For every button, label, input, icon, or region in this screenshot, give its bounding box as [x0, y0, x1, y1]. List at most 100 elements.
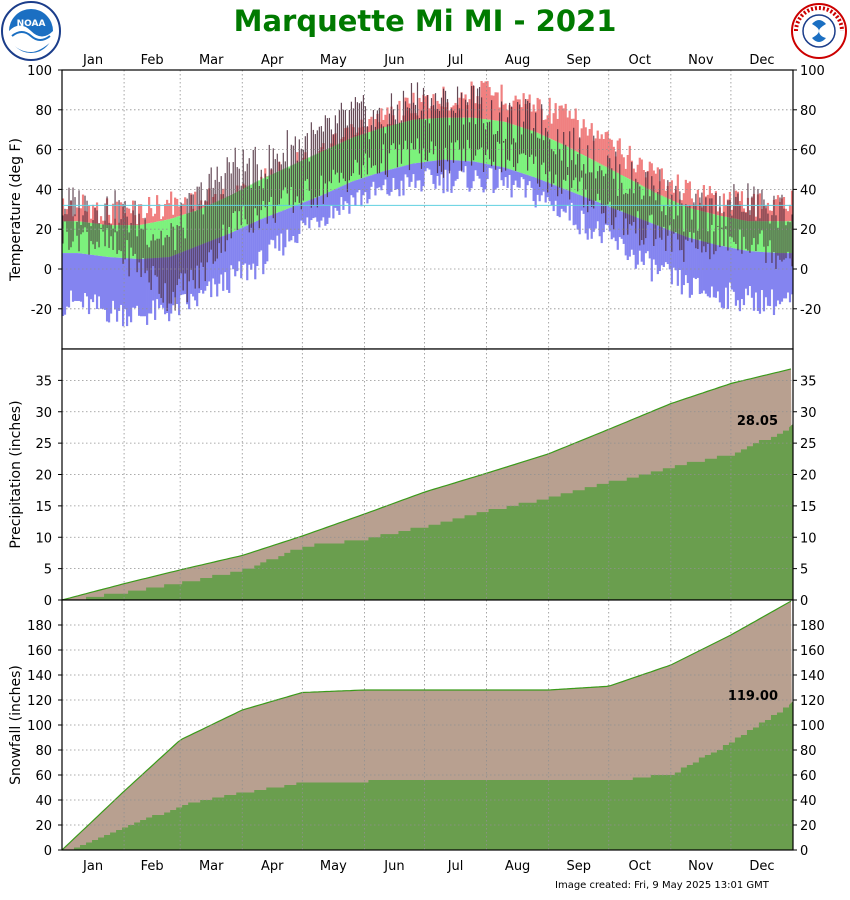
record-high-bar [766, 202, 770, 222]
record-low-bar [136, 258, 139, 306]
record-high-bar [768, 210, 772, 222]
actual-temperature-bar [282, 152, 284, 191]
record-low-bar [526, 175, 529, 186]
record-low-bar [326, 192, 329, 224]
normal-band-bar [760, 221, 764, 252]
actual-temperature-bar [322, 131, 324, 204]
actual-temperature-bar [234, 147, 236, 212]
record-low-bar [99, 256, 103, 309]
record-high-bar [754, 216, 758, 222]
record-high-bar [580, 128, 583, 155]
y-tick-label-right: 100 [800, 64, 825, 79]
y-tick-label-left: 120 [27, 694, 52, 709]
record-low-bar [89, 254, 93, 300]
actual-temperature-bar [531, 133, 533, 155]
record-high-bar [532, 104, 535, 132]
actual-temperature-bar [785, 225, 787, 259]
record-low-bar [310, 199, 313, 221]
month-label: Oct [629, 53, 651, 68]
record-low-bar [424, 161, 427, 172]
actual-temperature-bar [414, 104, 417, 150]
temperature-panel: -20 -20 0 0 20 20 40 40 60 60 80 80 100 100 Temperatur… [8, 53, 825, 350]
record-low-bar [154, 258, 157, 320]
record-high-bar [612, 146, 615, 171]
actual-temperature-bar [78, 190, 80, 252]
record-low-bar [556, 186, 559, 216]
actual-temperature-bar [352, 108, 354, 174]
record-low-bar [396, 167, 399, 190]
normal-band-bar [498, 121, 501, 167]
y-axis-label: Snowfall (inches) [8, 665, 24, 785]
record-low-bar [632, 216, 635, 255]
actual-temperature-bar [603, 176, 605, 214]
record-low-bar [702, 241, 705, 291]
record-low-bar [450, 160, 453, 193]
actual-temperature-bar [657, 191, 659, 226]
record-low-bar [528, 175, 531, 182]
record-low-bar [538, 179, 541, 202]
record-low-bar [324, 193, 327, 226]
actual-temperature-bar [468, 122, 471, 149]
record-low-bar [152, 258, 155, 301]
month-label: May [320, 859, 347, 874]
record-low-bar [338, 187, 341, 215]
actual-temperature-bar [555, 154, 557, 175]
record-high-bar [620, 154, 623, 175]
actual-temperature-bar [320, 126, 322, 176]
record-high-bar [784, 208, 788, 222]
month-label: Dec [749, 859, 774, 874]
record-low-bar [490, 164, 493, 169]
actual-temperature-bar [136, 236, 138, 273]
actual-temperature-bar [723, 211, 725, 247]
y-tick-label-right: 20 [800, 469, 817, 484]
actual-temperature-bar [503, 140, 505, 143]
actual-temperature-bar [543, 140, 545, 163]
actual-temperature-bar [567, 166, 569, 176]
normal-band-bar [682, 205, 685, 236]
record-high-bar [89, 218, 93, 223]
record-low-bar [496, 166, 499, 188]
month-label: Sep [566, 859, 591, 874]
record-low-bar [384, 170, 387, 180]
actual-temperature-bar [152, 234, 154, 267]
actual-temperature-bar [124, 200, 126, 260]
actual-temperature-bar [156, 238, 158, 277]
actual-temperature-bar [120, 219, 122, 252]
record-low-bar [712, 244, 715, 298]
actual-temperature-bar [707, 231, 709, 244]
record-low-bar [506, 168, 509, 188]
actual-temperature-bar [406, 107, 409, 150]
record-low-bar [748, 251, 752, 287]
actual-temperature-bar [687, 206, 689, 241]
actual-temperature-bar [144, 217, 146, 274]
actual-temperature-bar [747, 183, 749, 251]
y-tick-label-left: 100 [27, 64, 52, 79]
record-low-bar [480, 162, 483, 188]
record-high-bar [576, 120, 579, 152]
actual-temperature-bar [94, 207, 96, 249]
actual-temperature-bar [392, 109, 395, 144]
record-high-bar [109, 223, 113, 226]
record-low-bar [676, 233, 679, 286]
record-low-bar [218, 237, 221, 284]
record-low-bar [428, 161, 431, 170]
record-high-bar [91, 204, 95, 224]
record-low-bar [250, 223, 253, 270]
record-high-bar [670, 180, 673, 201]
record-high-bar [156, 195, 159, 222]
actual-temperature-bar [118, 200, 120, 251]
actual-temperature-bar [741, 211, 743, 254]
actual-temperature-bar [456, 86, 459, 141]
actual-temperature-bar [541, 104, 543, 165]
record-low-bar [180, 252, 183, 296]
record-low-bar [368, 175, 371, 200]
actual-temperature-bar [715, 192, 717, 252]
actual-temperature-bar [196, 186, 198, 266]
month-label: Feb [141, 859, 164, 874]
actual-temperature-bar [378, 107, 381, 174]
actual-temperature-bar [350, 101, 352, 176]
actual-temperature-bar [515, 142, 517, 171]
actual-temperature-bar [745, 212, 747, 249]
actual-temperature-bar [398, 122, 401, 145]
actual-temperature-bar [214, 179, 216, 262]
